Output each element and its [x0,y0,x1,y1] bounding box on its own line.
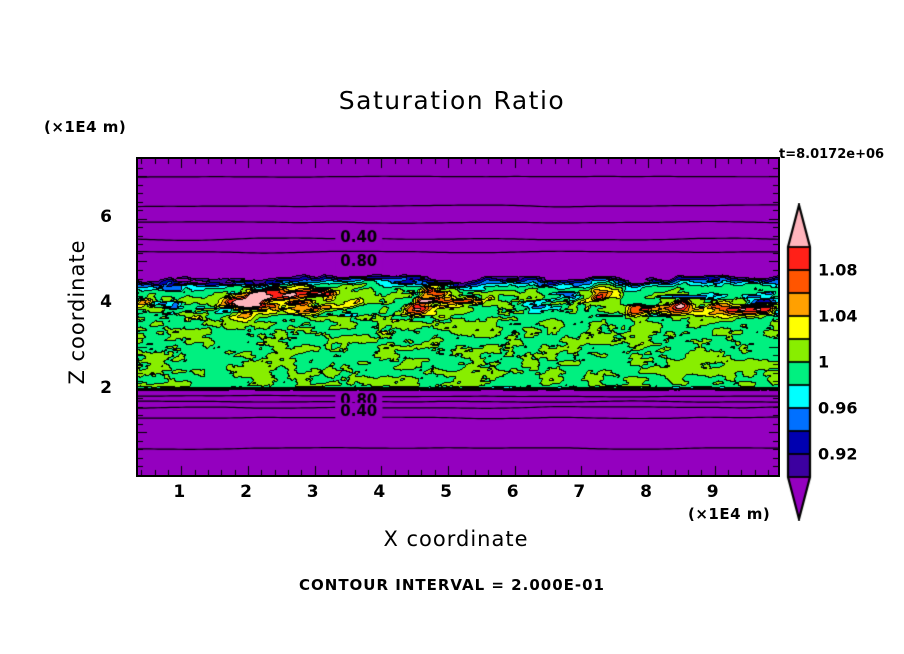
x-axis-unit-label: (×1E4 m) [688,505,771,523]
x-tick-label: 8 [640,482,652,502]
y-axis-title: Z coordinate [65,239,89,385]
colorbar-tick-label: 1.04 [818,306,858,326]
x-tick-label: 6 [506,482,519,502]
x-tick-label: 4 [373,482,386,502]
contour-field-canvas [138,159,778,475]
y-tick-label: 6 [100,206,112,227]
colorbar-tick-label: 0.96 [818,398,858,418]
time-annotation: t=8.0172e+06 [779,147,885,162]
x-tick-label: 1 [173,482,186,502]
page-title: Saturation Ratio [338,86,566,115]
colorbar-canvas [784,203,814,521]
colorbar [784,203,814,521]
x-tick-label: 5 [440,482,452,502]
colorbar-tick-label: 1 [818,352,830,372]
contour-interval-note: CONTOUR INTERVAL = 2.000E-01 [299,576,605,594]
x-axis-title: X coordinate [383,527,529,551]
y-tick-label: 2 [100,377,112,398]
colorbar-tick-label: 0.92 [818,444,858,464]
x-tick-label: 9 [706,482,719,502]
contour-plot-area [136,157,780,477]
colorbar-tick-label: 1.08 [818,260,858,280]
y-axis-unit-label: (×1E4 m) [44,118,127,136]
y-tick-label: 4 [100,292,112,313]
x-tick-label: 3 [306,482,319,502]
x-tick-label: 2 [240,482,252,502]
x-tick-label: 7 [573,482,586,502]
